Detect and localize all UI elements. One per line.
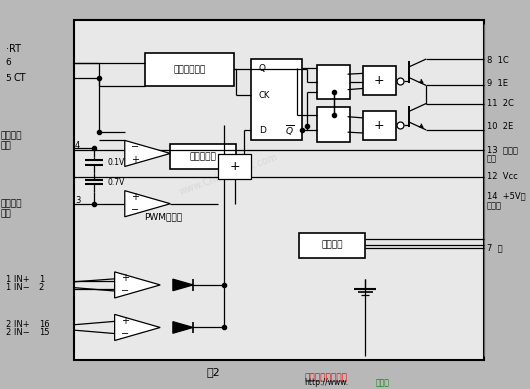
Text: 死区时间: 死区时间 bbox=[1, 131, 22, 140]
Text: +: + bbox=[131, 154, 139, 165]
FancyBboxPatch shape bbox=[145, 53, 234, 86]
Text: 16: 16 bbox=[39, 320, 49, 329]
FancyBboxPatch shape bbox=[218, 154, 251, 179]
Text: 12  Vcc: 12 Vcc bbox=[487, 172, 518, 181]
Text: −: − bbox=[121, 286, 129, 296]
Text: Q: Q bbox=[259, 64, 266, 73]
Text: 3: 3 bbox=[75, 196, 81, 205]
Polygon shape bbox=[114, 314, 160, 340]
Polygon shape bbox=[173, 322, 193, 333]
Text: 2 IN+: 2 IN+ bbox=[6, 320, 29, 329]
FancyBboxPatch shape bbox=[251, 59, 302, 140]
Text: 0.7V: 0.7V bbox=[107, 177, 125, 187]
Text: −: − bbox=[131, 205, 139, 215]
Text: http://www.: http://www. bbox=[305, 378, 349, 387]
Polygon shape bbox=[173, 279, 193, 291]
Text: 10  2E: 10 2E bbox=[487, 122, 513, 131]
FancyBboxPatch shape bbox=[299, 233, 365, 258]
Text: +: + bbox=[121, 316, 129, 326]
Text: 基准电源: 基准电源 bbox=[322, 241, 343, 250]
Text: 7  地: 7 地 bbox=[487, 244, 502, 253]
Text: 脉宽调制: 脉宽调制 bbox=[1, 199, 22, 208]
Text: −: − bbox=[131, 142, 139, 152]
Text: $\overline{Q}$: $\overline{Q}$ bbox=[285, 123, 295, 138]
Text: 11  2C: 11 2C bbox=[487, 99, 514, 108]
FancyBboxPatch shape bbox=[363, 67, 396, 95]
Text: 5: 5 bbox=[6, 74, 12, 82]
Text: 2: 2 bbox=[39, 283, 44, 292]
Text: 控制: 控制 bbox=[1, 141, 12, 150]
FancyBboxPatch shape bbox=[317, 65, 350, 99]
Text: CT: CT bbox=[13, 73, 26, 83]
Text: D: D bbox=[259, 126, 266, 135]
Text: 1: 1 bbox=[39, 275, 44, 284]
Text: 13  输出方: 13 输出方 bbox=[487, 145, 518, 154]
Text: 图2: 图2 bbox=[207, 367, 220, 377]
Text: +: + bbox=[374, 119, 385, 132]
Text: 压输出: 压输出 bbox=[487, 201, 502, 210]
Text: www.ChinaIENet.com: www.ChinaIENet.com bbox=[178, 152, 279, 197]
FancyBboxPatch shape bbox=[363, 111, 396, 140]
Text: 电气自动化技术网: 电气自动化技术网 bbox=[305, 373, 348, 382]
Text: 控制: 控制 bbox=[487, 155, 497, 164]
Text: CK: CK bbox=[259, 91, 270, 100]
Text: 15: 15 bbox=[39, 328, 49, 337]
Text: 绿续图: 绿续图 bbox=[375, 378, 390, 387]
Text: 8  1C: 8 1C bbox=[487, 56, 509, 65]
Polygon shape bbox=[125, 140, 170, 166]
FancyBboxPatch shape bbox=[74, 20, 484, 360]
Text: +: + bbox=[229, 160, 240, 173]
FancyBboxPatch shape bbox=[317, 107, 350, 142]
Text: +: + bbox=[374, 74, 385, 88]
Text: −: − bbox=[121, 329, 129, 338]
Text: 6: 6 bbox=[6, 58, 12, 67]
Text: 14  +5V基: 14 +5V基 bbox=[487, 191, 525, 200]
Text: 锯齿波振荡器: 锯齿波振荡器 bbox=[173, 65, 206, 74]
Text: +: + bbox=[121, 273, 129, 283]
Text: +: + bbox=[131, 192, 139, 202]
FancyBboxPatch shape bbox=[170, 144, 236, 169]
Text: 死区比较器: 死区比较器 bbox=[190, 152, 217, 161]
Text: 9  1E: 9 1E bbox=[487, 79, 508, 88]
Text: 1 IN+: 1 IN+ bbox=[6, 275, 29, 284]
Text: ·RT: ·RT bbox=[6, 44, 21, 54]
Text: 1 IN−: 1 IN− bbox=[6, 283, 30, 292]
Text: 控制: 控制 bbox=[1, 209, 12, 218]
Polygon shape bbox=[125, 191, 170, 217]
Text: 0.1V: 0.1V bbox=[107, 158, 125, 167]
Polygon shape bbox=[114, 272, 160, 298]
Text: 4: 4 bbox=[75, 141, 80, 150]
Text: 2 IN−: 2 IN− bbox=[6, 328, 30, 337]
Text: PWM比较器: PWM比较器 bbox=[144, 213, 182, 222]
